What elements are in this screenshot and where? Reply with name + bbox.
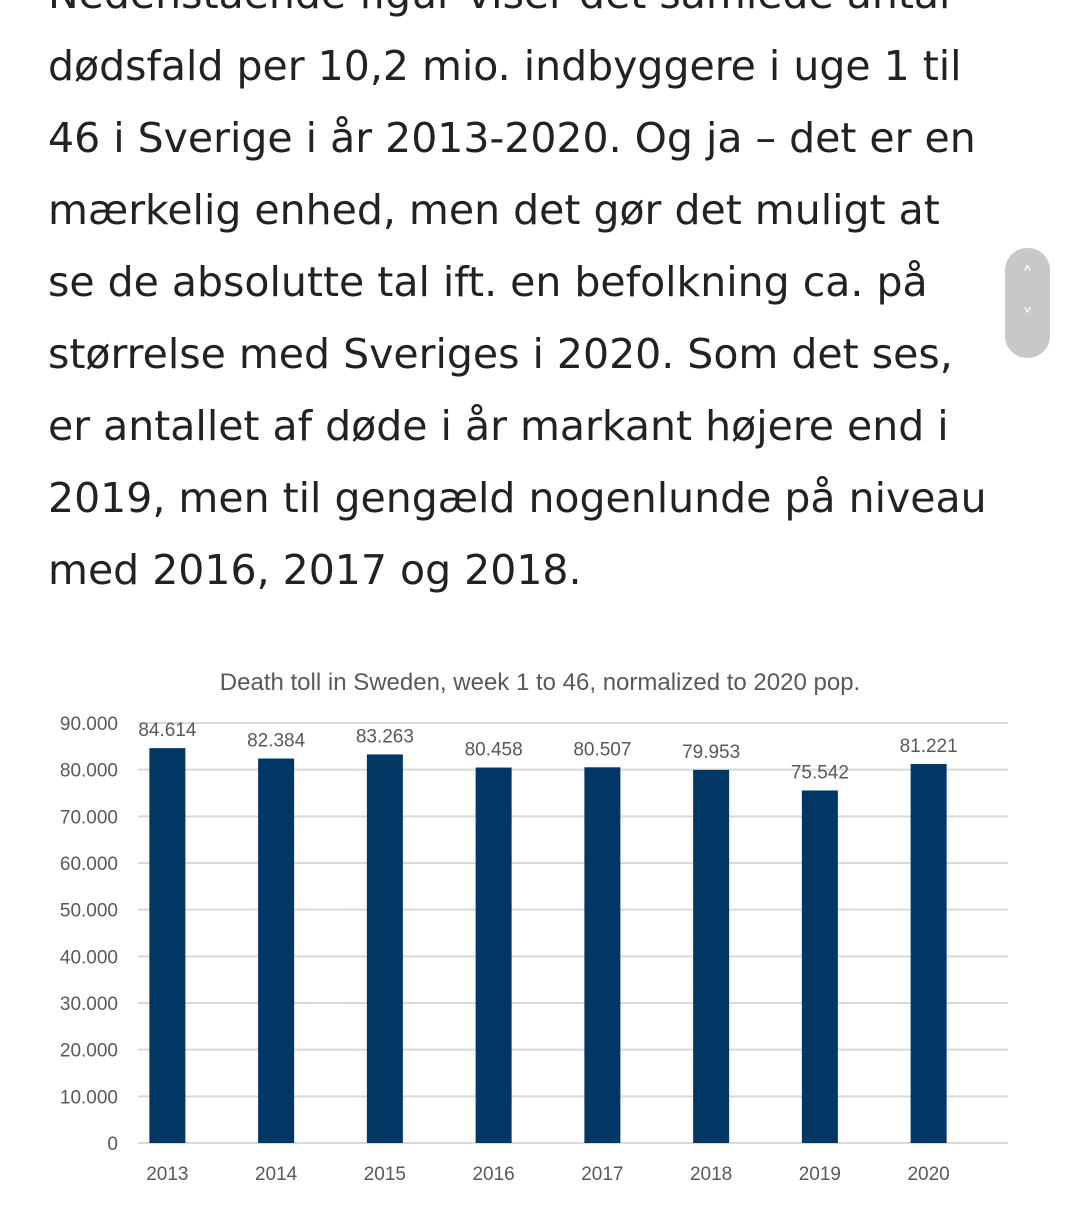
data-label: 81.221	[900, 736, 958, 757]
y-tick-label: 80.000	[60, 761, 118, 782]
chevron-down-icon[interactable]: ˅	[1022, 306, 1033, 331]
x-tick-label: 2015	[364, 1164, 406, 1185]
x-tick-label: 2016	[472, 1164, 514, 1185]
article-line: med 2016, 2017 og 2018.	[48, 546, 582, 594]
article-line: 2019, men til gengæld nogenlunde på nive…	[48, 474, 987, 522]
y-tick-label: 50.000	[60, 901, 118, 922]
article-line: mærkelig enhed, men det gør det muligt a…	[48, 186, 940, 234]
article-line: størrelse med Sveriges i 2020. Som det s…	[48, 330, 953, 378]
data-label: 80.507	[573, 739, 631, 760]
bar-2017	[584, 767, 621, 1143]
bar-2016	[475, 767, 512, 1143]
article-line: Nedenstående figur viser det samlede ant…	[48, 0, 1028, 30]
chart-title: Death toll in Sweden, week 1 to 46, norm…	[220, 669, 860, 696]
data-label: 75.542	[791, 762, 849, 783]
y-tick-label: 0	[107, 1134, 118, 1155]
article-line: 46 i Sverige i år 2013-2020. Og ja – det…	[48, 114, 976, 162]
data-label: 83.263	[356, 726, 414, 747]
data-label: 80.458	[465, 740, 523, 761]
bar-2013	[149, 748, 186, 1143]
x-tick-label: 2020	[907, 1164, 949, 1185]
bar-2018	[693, 769, 730, 1143]
data-label: 79.953	[682, 742, 740, 763]
y-tick-label: 40.000	[60, 947, 118, 968]
x-tick-label: 2014	[255, 1164, 298, 1185]
article-line: se de absolutte tal ift. en befolkning c…	[48, 258, 928, 306]
data-label: 84.614	[138, 720, 197, 741]
data-label: 82.384	[247, 731, 306, 752]
x-tick-label: 2013	[146, 1164, 188, 1185]
y-tick-label: 70.000	[60, 807, 118, 828]
y-tick-label: 30.000	[60, 994, 118, 1015]
article-line: er antallet af døde i år markant højere …	[48, 402, 949, 450]
y-tick-label: 60.000	[60, 854, 118, 875]
x-tick-label: 2019	[799, 1164, 841, 1185]
bar-2019	[801, 790, 838, 1143]
y-tick-label: 90.000	[60, 714, 118, 735]
bar-2020	[910, 763, 947, 1143]
scroll-control[interactable]: ˄ ˅	[1005, 248, 1050, 358]
article-line: dødsfald per 10,2 mio. indbyggere i uge …	[48, 42, 962, 90]
y-tick-label: 10.000	[60, 1087, 118, 1108]
bar-2015	[366, 754, 403, 1143]
y-tick-label: 20.000	[60, 1041, 118, 1062]
x-tick-label: 2017	[581, 1164, 623, 1185]
bar-chart: Death toll in Sweden, week 1 to 46, norm…	[60, 669, 1008, 1185]
x-tick-label: 2018	[690, 1164, 732, 1185]
chevron-up-icon[interactable]: ˄	[1022, 264, 1033, 289]
article-text: Nedenstående figur viser det samlede ant…	[48, 0, 1028, 606]
bar-2014	[258, 758, 295, 1143]
